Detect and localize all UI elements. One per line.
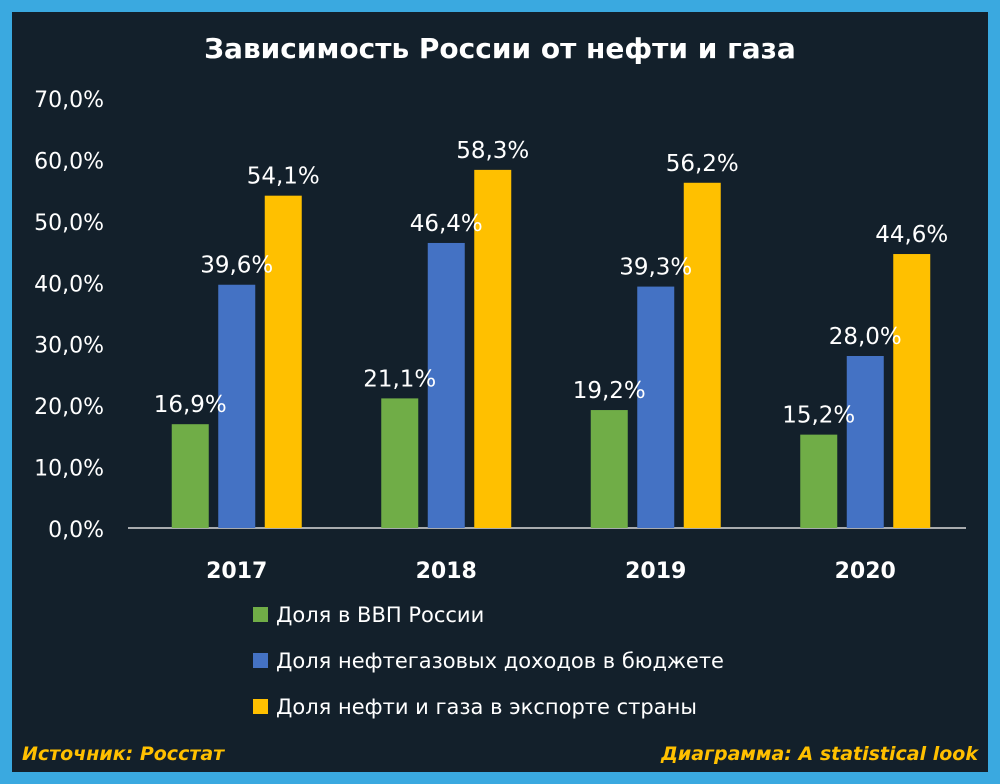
data-label: 46,4% (410, 211, 483, 237)
data-label: 54,1% (247, 164, 320, 190)
legend-swatch (253, 607, 268, 622)
bar-2019-series-3 (683, 182, 721, 528)
legend-label: Доля в ВВП России (276, 603, 484, 627)
x-tick-label: 2020 (835, 559, 896, 584)
y-tick-label: 20,0% (34, 395, 104, 420)
data-label: 39,3% (619, 255, 692, 281)
bar-2019-series-1 (590, 410, 628, 528)
bar-2020-series-2 (846, 356, 884, 528)
x-tick-label: 2018 (416, 559, 477, 584)
bar-2018-series-1 (381, 398, 419, 528)
bars (171, 169, 931, 528)
y-axis: 0,0% 10,0% 20,0% 30,0% 40,0% 50,0% 60,0% 70,0% (34, 88, 966, 543)
data-label: 21,1% (363, 366, 436, 392)
bar-2018-series-2 (427, 242, 465, 528)
bar-2020-series-3 (893, 254, 931, 528)
credit-note: Диаграмма: A statistical look (660, 743, 979, 765)
bar-2017-series-2 (218, 284, 256, 528)
legend: Доля в ВВП России Доля нефтегазовых доход… (253, 603, 724, 719)
source-note: Источник: Росстат (22, 743, 225, 765)
data-label: 15,2% (782, 403, 855, 429)
y-tick-label: 10,0% (34, 457, 104, 482)
chart-title: Зависимость России от нефти и газа (204, 32, 796, 65)
x-tick-label: 2019 (625, 559, 686, 584)
y-tick-label: 30,0% (34, 334, 104, 359)
y-tick-label: 40,0% (34, 272, 104, 297)
y-tick-label: 50,0% (34, 211, 104, 236)
data-label: 58,3% (456, 138, 529, 164)
y-tick-label: 60,0% (34, 149, 104, 174)
x-tick-label: 2017 (206, 559, 267, 584)
legend-swatch (253, 653, 268, 668)
x-axis: 2017 2018 2019 2020 (206, 559, 896, 584)
data-label: 56,2% (666, 151, 739, 177)
data-label: 28,0% (829, 324, 902, 350)
bar-2018-series-3 (474, 169, 512, 528)
bar-2020-series-1 (800, 434, 838, 528)
legend-label: Доля нефти и газа в экспорте страны (276, 695, 697, 719)
data-label: 39,6% (200, 253, 273, 279)
data-label: 16,9% (154, 392, 227, 418)
data-label: 44,6% (875, 222, 948, 248)
bar-2019-series-2 (637, 286, 675, 528)
bar-2017-series-1 (171, 424, 209, 528)
data-label: 19,2% (573, 378, 646, 404)
value-labels: 16,9% 39,6% 54,1% 21,1% 46,4% 58,3% 19,2% 39,3%… (154, 138, 949, 429)
legend-swatch (253, 699, 268, 714)
legend-label: Доля нефтегазовых доходов в бюджете (276, 649, 724, 673)
bar-2017-series-3 (264, 195, 302, 528)
y-tick-label: 70,0% (34, 88, 104, 113)
y-tick-label: 0,0% (48, 518, 104, 543)
